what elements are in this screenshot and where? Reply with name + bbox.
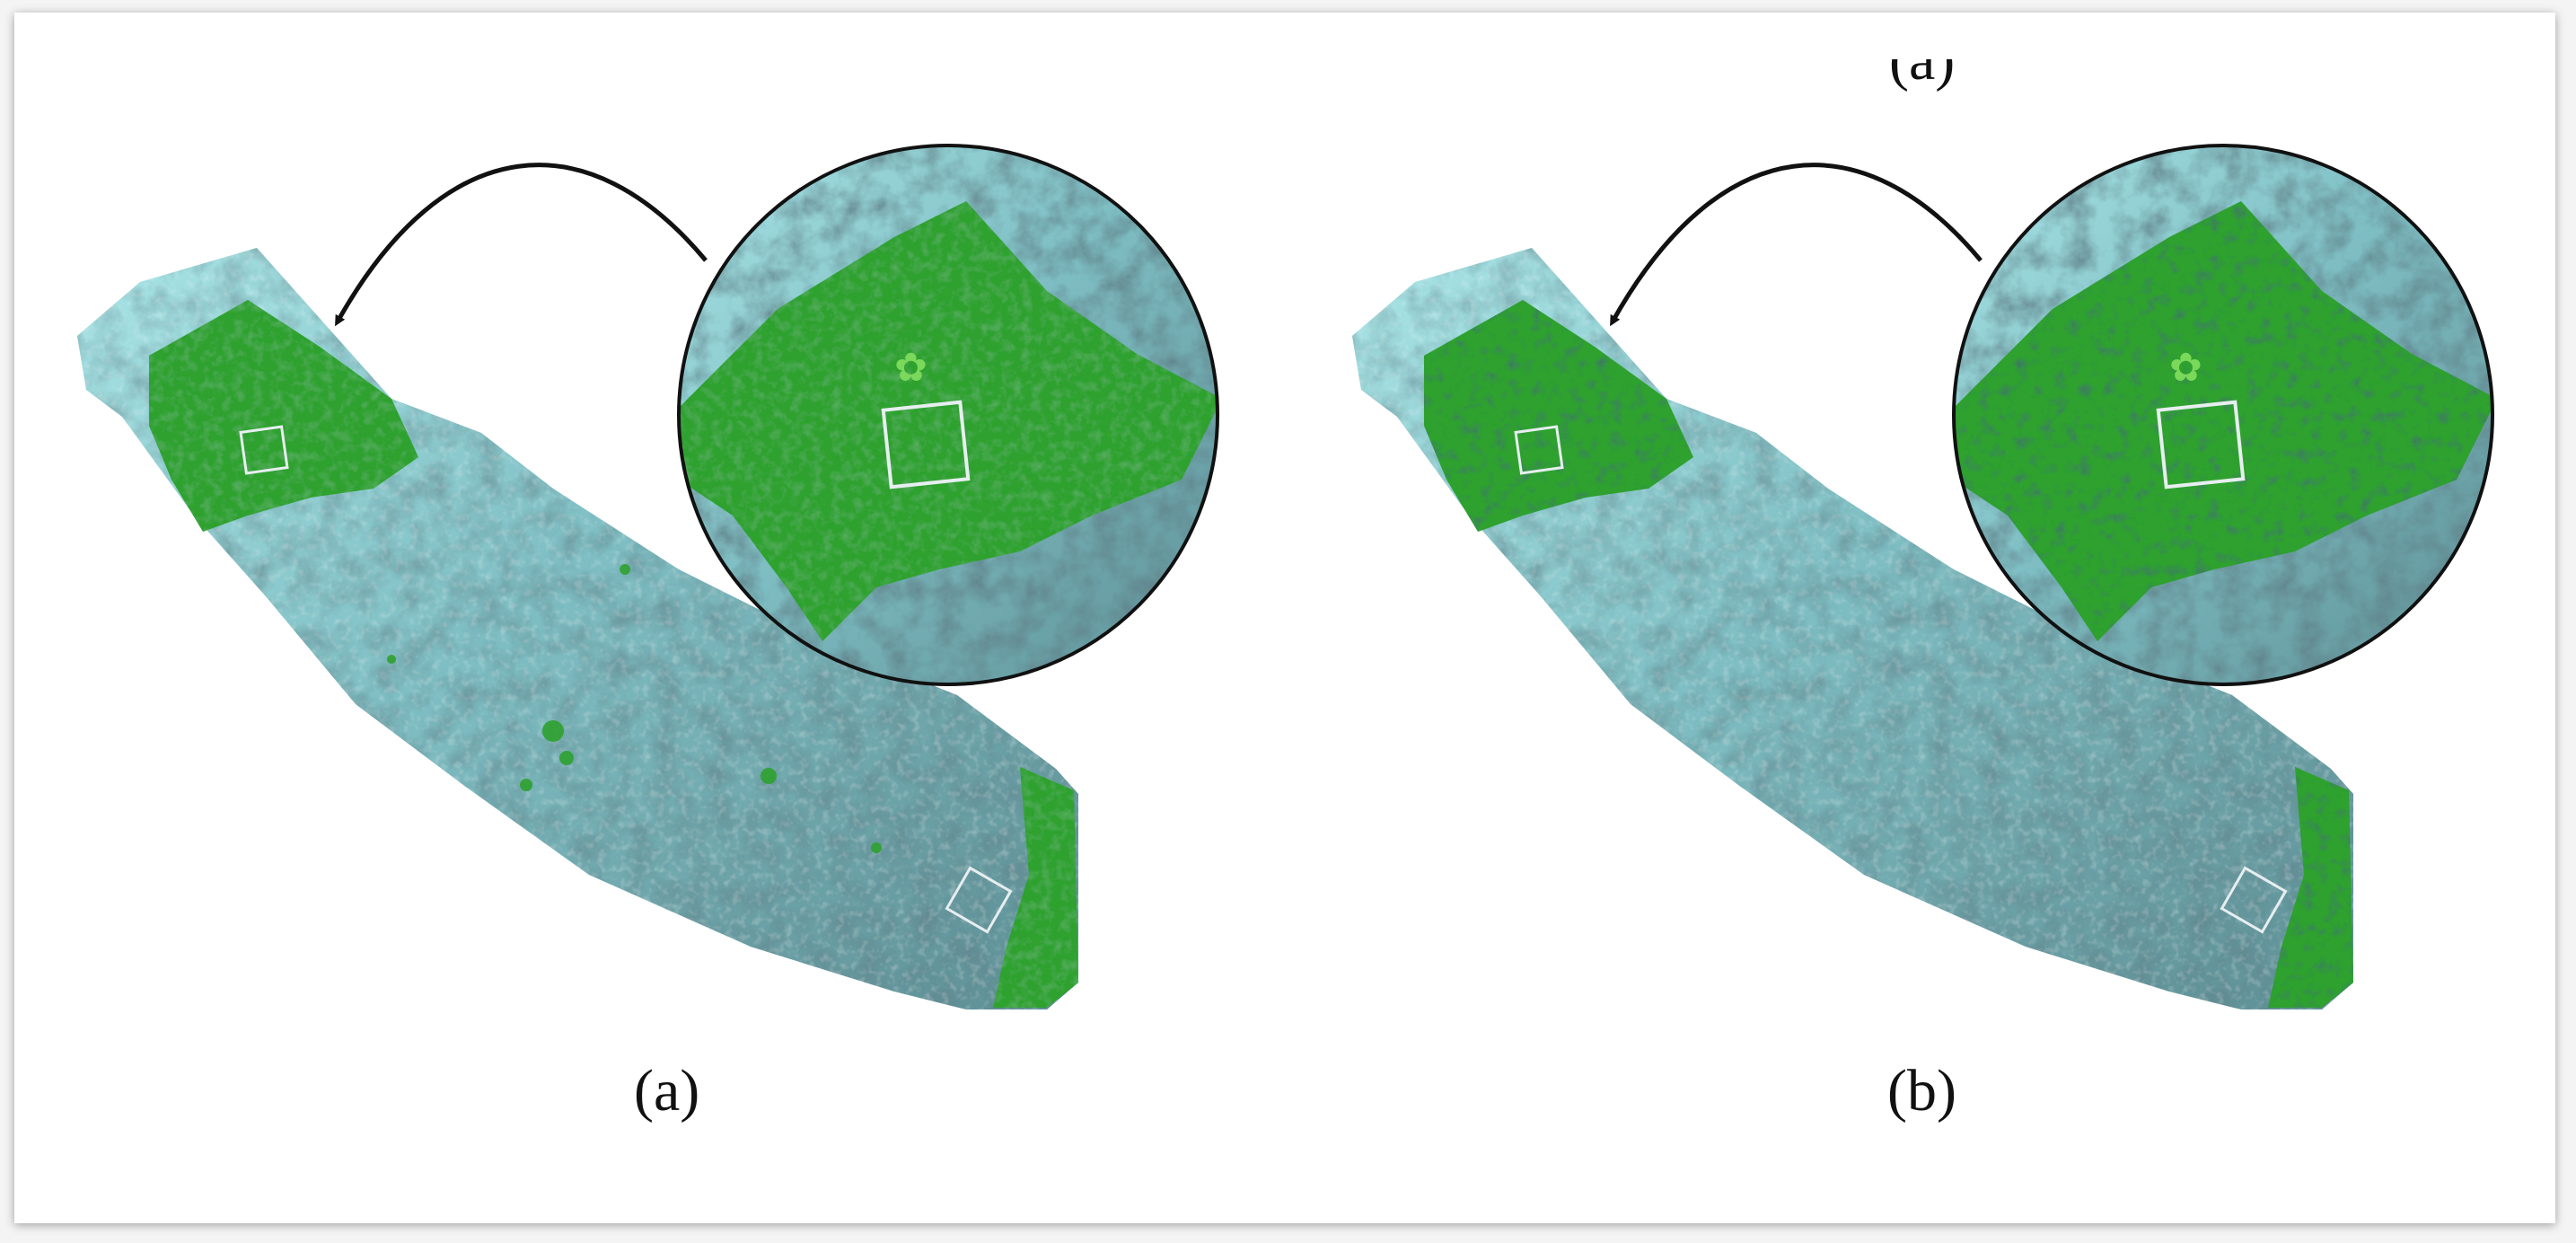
panel-a: ✿ bbox=[77, 144, 1219, 1009]
clipped-top-caption: (a) bbox=[1889, 59, 1956, 93]
figure-frame: ✿ ✿ bbox=[14, 13, 2555, 1223]
figure-canvas: ✿ ✿ bbox=[77, 144, 2494, 1009]
svg-text:✿: ✿ bbox=[2169, 345, 2202, 391]
caption-b: (b) bbox=[1887, 1058, 1956, 1124]
svg-text:✿: ✿ bbox=[894, 345, 928, 391]
transect-image-b bbox=[1352, 248, 2353, 1009]
zoom-arrow-a bbox=[335, 163, 708, 327]
zoom-arrow-b bbox=[1610, 163, 1983, 327]
magnified-inset-a: ✿ bbox=[677, 144, 1219, 686]
transect-image-a bbox=[77, 248, 1078, 1009]
caption-a: (a) bbox=[634, 1058, 700, 1124]
magnified-inset-b: ✿ bbox=[1952, 144, 2494, 686]
panel-b bbox=[1352, 248, 2353, 1009]
